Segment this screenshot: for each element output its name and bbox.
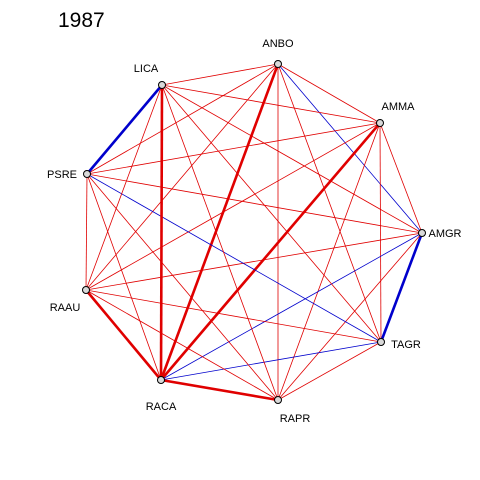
edge-amma-raau	[85, 122, 381, 291]
edge-raca-psre	[86, 173, 162, 381]
edge-tagr-raca	[160, 341, 382, 381]
node-rapr	[274, 396, 282, 404]
edge-raca-lica	[159, 84, 164, 381]
edge-amgr-rapr	[277, 232, 423, 401]
node-raau	[82, 286, 90, 294]
label-layer: ANBO AMMA AMGR TAGR RAPR RACA RAAU PSRE LICA	[47, 38, 462, 425]
edge-amma-amgr	[379, 122, 423, 234]
edge-amgr-raau	[85, 232, 423, 291]
edge-amma-psre	[86, 122, 381, 175]
edge-anbo-raca	[159, 63, 280, 381]
diagram-title: 1987	[58, 9, 105, 32]
edge-anbo-amma	[277, 63, 381, 124]
node-amma	[376, 119, 384, 127]
edge-amgr-psre	[86, 173, 423, 234]
edge-rapr-psre	[86, 173, 279, 401]
edge-layer	[85, 63, 424, 402]
node-label-amgr: AMGR	[429, 228, 462, 240]
edge-rapr-lica	[161, 84, 279, 401]
edge-raau-psre	[85, 173, 88, 291]
edge-amma-rapr	[277, 122, 381, 401]
edge-anbo-tagr	[277, 63, 382, 343]
node-label-rapr: RAPR	[280, 413, 311, 425]
edge-amgr-tagr	[379, 232, 424, 343]
edge-anbo-amgr	[277, 63, 423, 234]
edge-tagr-raau	[85, 289, 382, 343]
node-amgr	[418, 229, 426, 237]
edge-rapr-raca	[160, 378, 279, 402]
edge-tagr-rapr	[277, 341, 382, 401]
node-tagr	[377, 338, 385, 346]
edge-anbo-lica	[161, 63, 279, 86]
node-anbo	[274, 60, 282, 68]
edge-amgr-raca	[160, 232, 423, 381]
edge-anbo-psre	[86, 63, 279, 175]
node-label-psre: PSRE	[47, 169, 77, 181]
node-label-amma: AMMA	[382, 101, 416, 113]
edge-tagr-lica	[161, 84, 382, 343]
node-raca	[157, 376, 165, 384]
node-layer	[82, 60, 426, 404]
edge-amma-lica	[161, 84, 381, 124]
edge-raca-raau	[85, 289, 162, 381]
node-label-lica: LICA	[134, 63, 159, 75]
node-label-tagr: TAGR	[391, 339, 421, 351]
node-label-anbo: ANBO	[262, 38, 294, 50]
edge-amma-tagr	[379, 122, 382, 343]
edge-psre-lica	[86, 84, 163, 175]
edge-raau-lica	[85, 84, 163, 291]
edge-amgr-lica	[161, 84, 423, 234]
node-label-raau: RAAU	[50, 302, 81, 314]
edge-tagr-psre	[86, 173, 382, 343]
edge-amma-raca	[160, 122, 381, 381]
edge-anbo-raau	[85, 63, 279, 291]
edge-rapr-raau	[85, 289, 279, 401]
node-lica	[158, 81, 166, 89]
node-psre	[83, 170, 91, 178]
node-label-raca: RACA	[146, 401, 177, 413]
